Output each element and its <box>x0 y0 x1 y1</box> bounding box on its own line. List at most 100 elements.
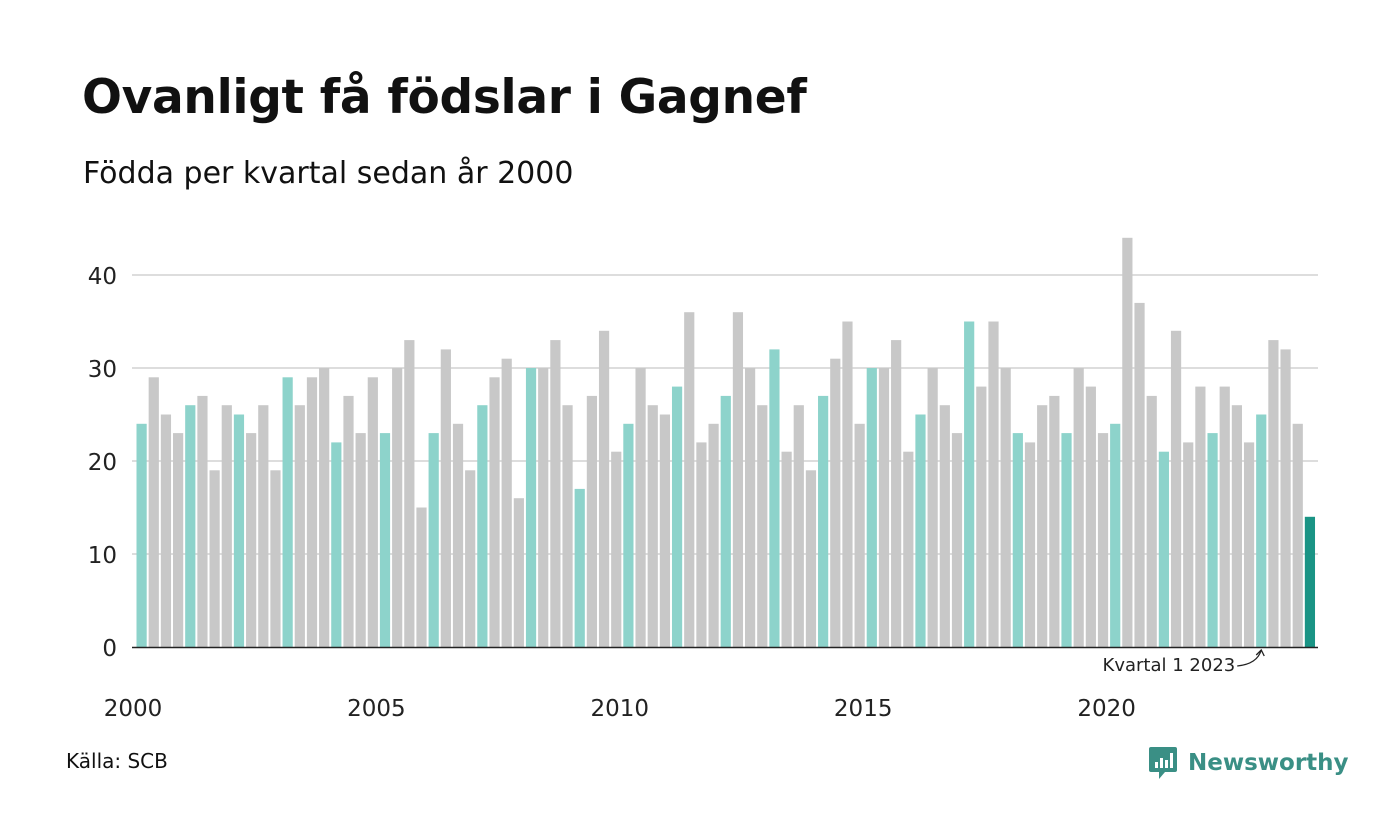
x-axis-ticks: 2000 2005 2010 2015 2020 <box>104 696 1136 722</box>
bar: 2021 K1: 21 <box>1158 451 1169 647</box>
bar: 2002 K2: 23 <box>246 433 257 647</box>
bar: 2005 K1: 23 <box>379 433 391 647</box>
bar: 2007 K4: 16 <box>513 498 524 647</box>
bar: 2006 K2: 32 <box>440 349 451 647</box>
bar: 2023 K1: 25 <box>1256 414 1267 647</box>
bar: 2003 K1: 29 <box>282 377 293 647</box>
bar: 2016 K3: 26 <box>939 405 950 647</box>
bar: 2021 K2: 34 <box>1170 330 1182 647</box>
y-tick-label: 40 <box>88 264 117 290</box>
bar: 2000 K1: 24 <box>136 423 147 647</box>
bar: 2002 K3: 26 <box>258 405 269 647</box>
bar: 2010 K4: 25 <box>659 414 671 647</box>
bar: 2004 K1: 22 <box>331 442 342 647</box>
bar: 2019 K1: 23 <box>1061 433 1072 647</box>
bar-highlighted: undefined: 14 <box>1304 516 1316 647</box>
bar: 2015 K2: 30 <box>878 368 890 647</box>
bar: 2013 K3: 26 <box>793 405 804 647</box>
bar: 2009 K4: 21 <box>611 451 622 647</box>
bar: 2007 K2: 29 <box>489 377 500 647</box>
bar: 2001 K1: 26 <box>185 405 196 647</box>
bar: 2022 K3: 26 <box>1231 405 1242 647</box>
x-tick-label: 2010 <box>591 696 650 722</box>
bar: 2018 K3: 26 <box>1037 405 1048 647</box>
bar: 2018 K4: 27 <box>1049 395 1060 647</box>
bar: 2000 K4: 23 <box>173 433 184 647</box>
bar: 2017 K4: 30 <box>1000 368 1011 647</box>
annotation-label: Kvartal 1 2023 <box>1103 655 1236 676</box>
bar: 2008 K3: 33 <box>550 340 561 647</box>
bar: 2008 K2: 30 <box>538 368 549 647</box>
bar: 2015 K3: 33 <box>891 340 902 647</box>
bar: 2003 K2: 26 <box>294 405 305 647</box>
bar: 2020 K2: 44 <box>1122 237 1133 648</box>
bar: 2017 K3: 35 <box>988 321 999 647</box>
bar: 2014 K1: 27 <box>818 395 829 647</box>
bar: 2016 K2: 30 <box>927 368 938 647</box>
bar: 2014 K4: 24 <box>854 423 865 647</box>
bar: 2011 K3: 22 <box>696 442 707 647</box>
bar: 2012 K3: 30 <box>745 368 756 647</box>
annotation-arrow <box>1237 648 1265 667</box>
bar: 2013 K2: 21 <box>781 451 792 647</box>
bar: 2011 K2: 36 <box>684 312 695 647</box>
bar: 2003 K3: 29 <box>306 377 318 647</box>
x-tick-label: 2005 <box>347 696 406 722</box>
bar: 2022 K1: 23 <box>1207 433 1218 647</box>
bar: 2012 K2: 36 <box>732 312 744 647</box>
bar: 2021 K3: 22 <box>1183 442 1194 647</box>
y-tick-label: 10 <box>88 543 117 569</box>
bar: 2007 K3: 31 <box>501 358 512 647</box>
bar: 2002 K1: 25 <box>233 414 245 647</box>
bar: 2002 K4: 19 <box>270 470 281 647</box>
bar: 2010 K1: 24 <box>623 423 634 647</box>
bar: 2020 K4: 27 <box>1146 395 1157 647</box>
bar: 2019 K4: 23 <box>1097 433 1109 647</box>
bar: 2022 K2: 28 <box>1219 386 1230 647</box>
bar: 2003 K4: 30 <box>319 368 330 647</box>
bars: 2000 K1: 242000 K2: 292000 K3: 252000 K4… <box>136 237 1316 648</box>
bar: 2008 K4: 26 <box>562 405 573 647</box>
bar: 2006 K3: 24 <box>452 423 464 647</box>
newsworthy-logo-icon <box>1149 747 1177 779</box>
bar: 2001 K2: 27 <box>197 395 208 647</box>
bar: 2017 K1: 35 <box>964 321 975 647</box>
chart-subtitle: Födda per kvartal sedan år 2000 <box>83 156 574 191</box>
bar: 2019 K3: 28 <box>1085 386 1096 647</box>
bar: 2010 K3: 26 <box>647 405 658 647</box>
bar: undefined: 33 <box>1268 340 1279 647</box>
chart-title: Ovanligt få födslar i Gagnef <box>82 70 807 125</box>
brand-logo: Newsworthy <box>1148 743 1349 783</box>
bar: 2000 K2: 29 <box>148 377 159 647</box>
bar: 2011 K4: 24 <box>708 423 719 647</box>
bar: 2009 K1: 17 <box>574 488 585 647</box>
bar: 2016 K1: 25 <box>915 414 926 647</box>
bar: 2004 K3: 23 <box>355 433 366 647</box>
bar: 2006 K4: 19 <box>465 470 476 647</box>
bar: 2014 K3: 35 <box>842 321 853 647</box>
bar: 2011 K1: 28 <box>671 386 683 647</box>
bar: undefined: 24 <box>1292 423 1303 647</box>
annotation: Kvartal 1 2023 <box>1103 648 1265 676</box>
bar: 2018 K1: 23 <box>1012 433 1023 647</box>
y-tick-label: 30 <box>88 357 117 383</box>
y-axis-ticks: 0 10 20 30 40 <box>88 264 117 662</box>
bar: 2013 K1: 32 <box>769 349 780 647</box>
x-tick-label: 2015 <box>834 696 893 722</box>
bar: 2005 K2: 30 <box>392 368 403 647</box>
bar: undefined: 32 <box>1280 349 1291 647</box>
source-label: Källa: SCB <box>66 749 168 773</box>
bar: 2014 K2: 31 <box>830 358 841 647</box>
bar: 2001 K3: 19 <box>209 470 220 647</box>
bar: 2020 K1: 24 <box>1110 423 1121 647</box>
bar: 2015 K1: 30 <box>866 368 877 647</box>
bar: 2000 K3: 25 <box>160 414 172 647</box>
bar: 2010 K2: 30 <box>635 368 646 647</box>
bar: 2005 K3: 33 <box>404 340 415 647</box>
y-tick-label: 20 <box>88 450 117 476</box>
bar: 2009 K3: 34 <box>598 330 610 647</box>
x-tick-label: 2000 <box>104 696 163 722</box>
bar: 2006 K1: 23 <box>428 433 439 647</box>
bar: 2008 K1: 30 <box>525 368 537 647</box>
